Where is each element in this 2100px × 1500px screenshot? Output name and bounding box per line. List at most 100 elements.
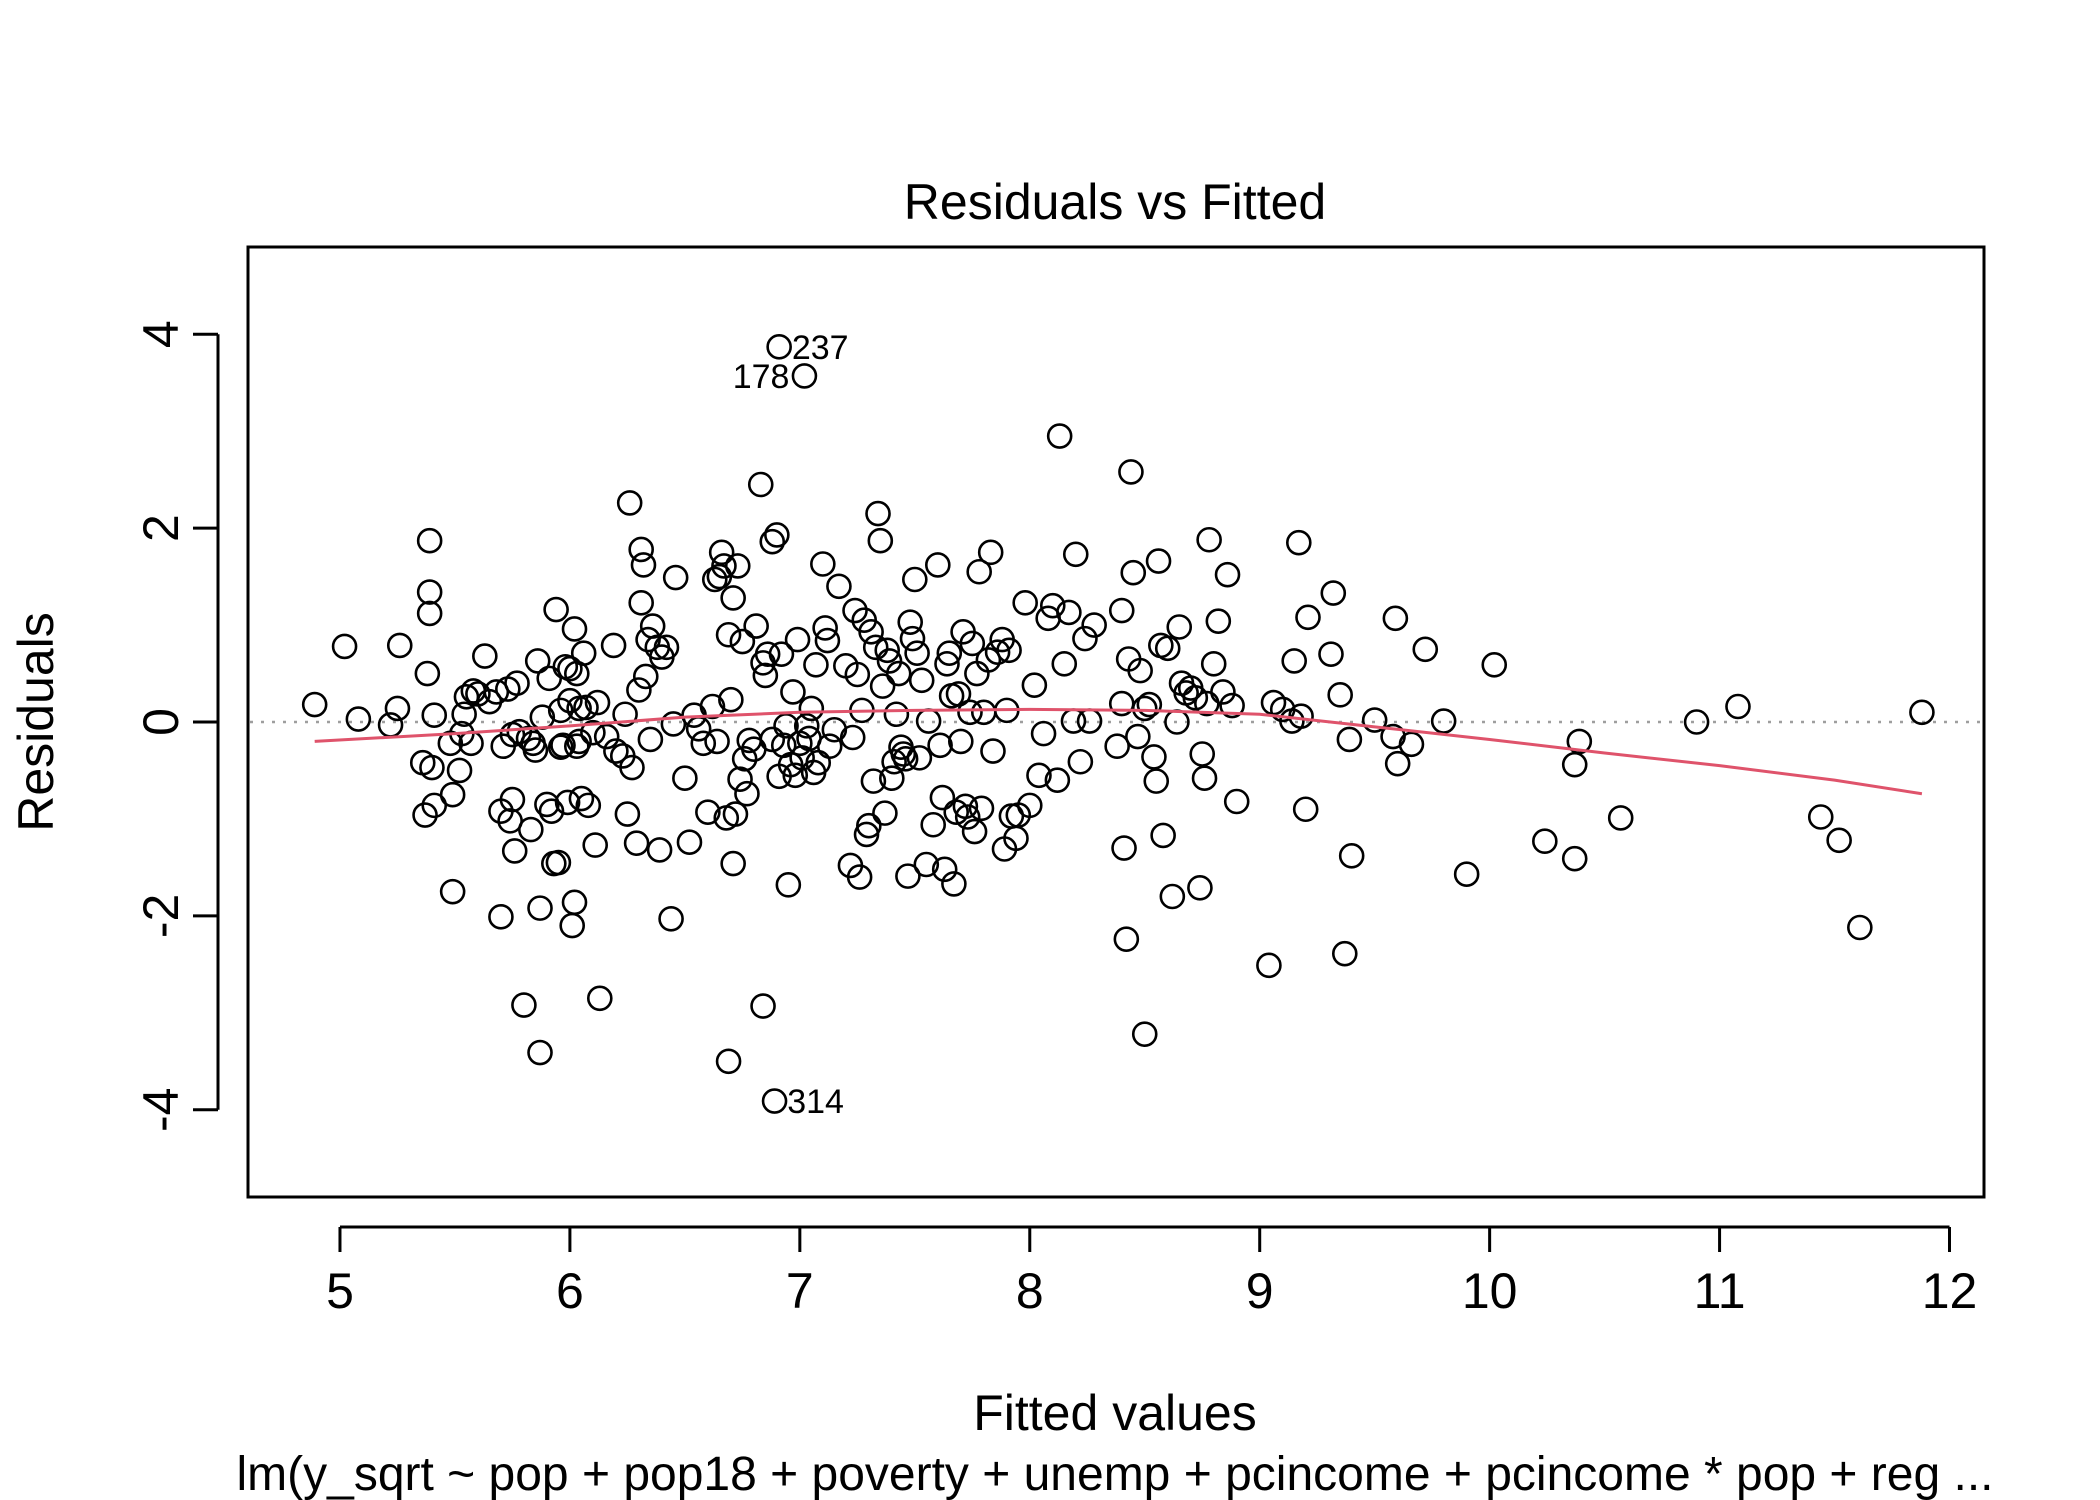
data-point [582,832,609,858]
data-point [874,637,901,664]
data-point [1320,580,1347,606]
data-point [1044,767,1071,793]
smoother-line [314,707,1923,796]
data-point [570,640,597,666]
data-point [701,566,728,593]
data-point [1909,699,1935,726]
data-point [1532,828,1558,855]
data-point [957,699,983,726]
data-point [554,789,581,816]
data-point [959,630,986,657]
data-point [1154,635,1181,662]
data-point [1281,648,1307,674]
data-point [902,566,928,593]
data-point [1141,744,1167,770]
data-point [1111,835,1137,861]
data-point [715,1048,742,1075]
data-point [954,804,981,830]
data-point [996,637,1022,664]
data-point [952,793,979,820]
data-point [1056,599,1082,626]
data-point [1566,728,1593,755]
data-point [750,993,776,1019]
data-point [970,699,997,726]
data-point [1725,693,1751,720]
data-point [1200,651,1227,677]
point-label-178: 178 [733,358,790,396]
data-point [798,695,825,722]
data-point [747,471,774,498]
data-point [920,811,947,838]
data-point [1016,792,1043,819]
data-point [628,589,654,616]
data-point [812,615,838,641]
data-point [623,830,650,856]
data-point [842,597,868,624]
data-point [557,687,583,714]
data-point [501,838,528,864]
data-point [892,746,919,772]
data-point [1104,733,1130,760]
data-point [876,648,903,674]
data-point [1826,827,1852,854]
data-point [1012,589,1038,616]
data-point [568,785,595,812]
data-point [810,551,836,577]
data-point [1118,459,1144,485]
data-point [1384,750,1411,777]
data-point [869,673,896,699]
y-tick-label: -4 [133,1088,189,1132]
data-point [941,871,967,897]
data-point [416,600,443,627]
data-point [780,679,806,705]
x-tick-label: 12 [1922,1263,1978,1319]
data-point [331,633,358,660]
x-tick-label: 11 [1694,1263,1746,1319]
data-point [1131,695,1158,722]
data-point [472,643,498,669]
data-point [1561,845,1588,872]
data-point [867,527,894,554]
data-points [301,334,1935,1114]
data-point [984,639,1011,666]
data-point [766,334,792,360]
data-point [961,818,988,845]
data-point [672,765,698,792]
x-axis-title: Fitted values [973,1385,1256,1441]
data-point [575,792,602,819]
data-point [527,895,553,921]
data-point [550,732,576,759]
data-point [1143,768,1170,794]
point-label-237: 237 [792,329,849,367]
data-point [729,628,756,655]
data-point [862,634,889,661]
x-axis: 5 6 7 8 9 10 11 12 [326,1225,1978,1319]
data-point [1223,788,1250,815]
data-point [816,733,843,760]
data-point [446,757,473,784]
data-point [915,708,942,734]
data-point [511,992,537,1018]
data-point [768,641,795,667]
data-point [1187,874,1213,901]
data-point [1318,641,1344,667]
data-point [580,719,606,746]
data-point [1561,751,1588,778]
data-point [927,732,953,759]
data-point [593,723,620,750]
data-point [1453,861,1480,887]
x-tick-label: 7 [786,1263,814,1319]
data-point [561,616,588,642]
data-point [899,625,926,652]
y-tick-label: 4 [133,320,189,348]
data-point [545,849,572,876]
data-point [724,553,751,579]
data-point [1125,723,1151,750]
data-point [1108,597,1135,624]
data-point [1205,608,1232,634]
data-point [612,701,638,728]
data-point [1481,652,1508,678]
data-point [559,912,586,939]
data-point [704,728,730,755]
